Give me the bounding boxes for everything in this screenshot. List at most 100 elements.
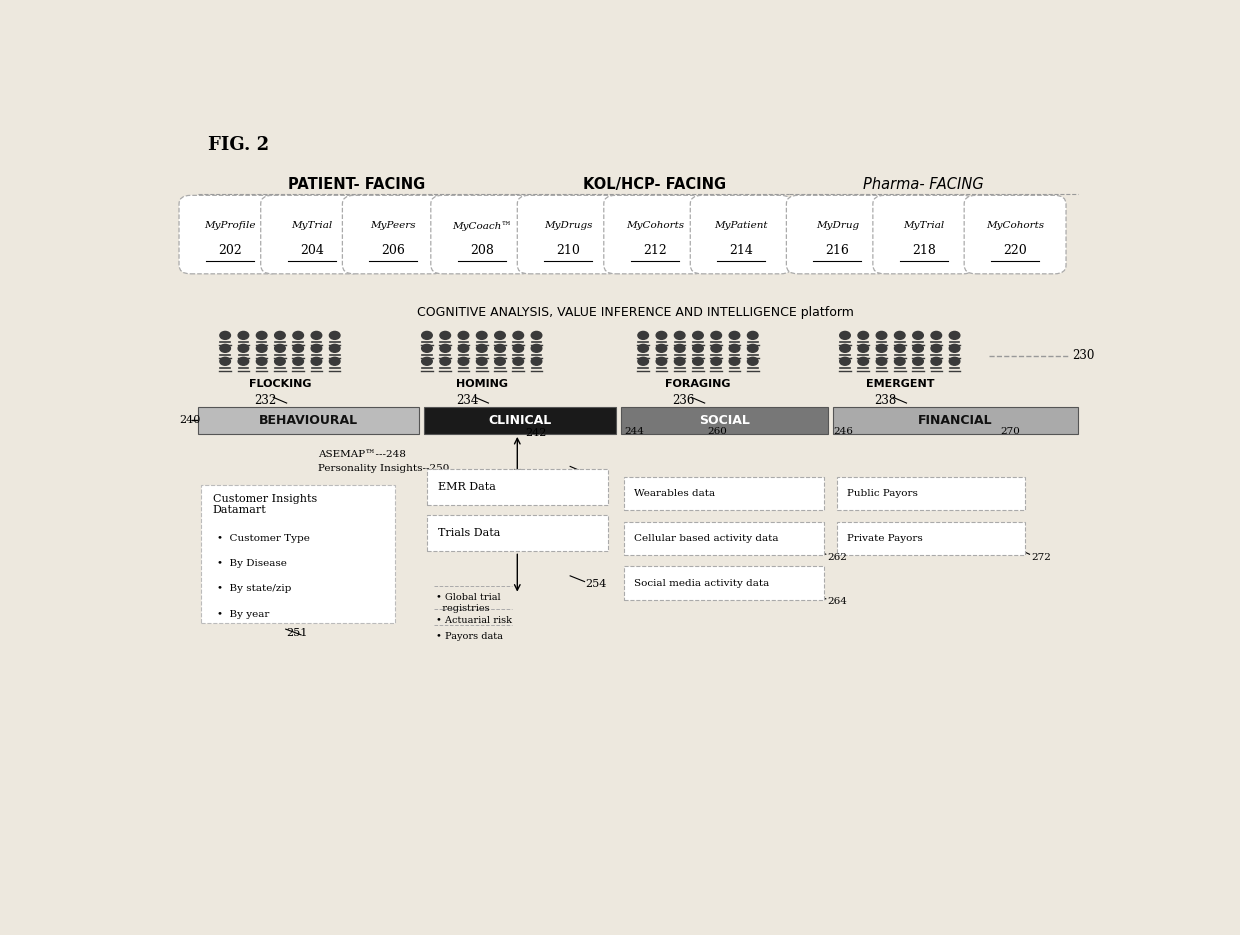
Circle shape: [711, 357, 722, 366]
Circle shape: [748, 331, 758, 339]
Text: 216: 216: [826, 244, 849, 257]
Circle shape: [330, 344, 340, 352]
Circle shape: [675, 357, 684, 366]
Bar: [621, 407, 828, 434]
Circle shape: [495, 357, 505, 366]
Text: 252: 252: [585, 470, 606, 480]
Text: 214: 214: [729, 244, 753, 257]
Text: HOMING: HOMING: [456, 380, 507, 389]
Text: 220: 220: [1003, 244, 1027, 257]
Bar: [427, 468, 608, 505]
Circle shape: [711, 331, 722, 339]
Circle shape: [877, 357, 887, 366]
Text: 251: 251: [286, 628, 308, 639]
Circle shape: [877, 331, 887, 339]
Text: 210: 210: [557, 244, 580, 257]
Text: Trials Data: Trials Data: [439, 528, 501, 539]
Circle shape: [894, 344, 905, 352]
Text: EMR Data: EMR Data: [439, 482, 496, 492]
Circle shape: [729, 344, 740, 352]
Bar: [832, 407, 1078, 434]
Bar: [201, 485, 396, 624]
Text: •  By year: • By year: [217, 610, 270, 619]
Text: 208: 208: [470, 244, 494, 257]
Circle shape: [330, 331, 340, 339]
Text: 254: 254: [585, 580, 606, 589]
Circle shape: [440, 344, 450, 352]
Text: 262: 262: [828, 553, 848, 562]
Circle shape: [913, 357, 924, 366]
Circle shape: [531, 357, 542, 366]
Bar: [624, 567, 823, 599]
Text: MyCohorts: MyCohorts: [626, 222, 683, 230]
Text: Personality Insights--250: Personality Insights--250: [319, 464, 450, 473]
Circle shape: [422, 331, 433, 339]
FancyBboxPatch shape: [260, 195, 362, 274]
Text: Social media activity data: Social media activity data: [634, 579, 769, 587]
Bar: [424, 407, 616, 434]
Text: BEHAVIOURAL: BEHAVIOURAL: [259, 414, 358, 427]
Circle shape: [675, 344, 684, 352]
Text: 246: 246: [833, 427, 853, 437]
Circle shape: [637, 357, 649, 366]
Circle shape: [293, 344, 304, 352]
Circle shape: [311, 357, 321, 366]
Text: MyCoach™: MyCoach™: [451, 222, 512, 231]
Text: 272: 272: [1032, 553, 1052, 562]
Circle shape: [637, 331, 649, 339]
Circle shape: [931, 344, 941, 352]
Text: 238: 238: [874, 394, 897, 407]
Circle shape: [219, 331, 231, 339]
Circle shape: [693, 357, 703, 366]
Circle shape: [729, 357, 740, 366]
Circle shape: [219, 357, 231, 366]
Text: CLINICAL: CLINICAL: [489, 414, 552, 427]
Text: COGNITIVE ANALYSIS, VALUE INFERENCE AND INTELLIGENCE platform: COGNITIVE ANALYSIS, VALUE INFERENCE AND …: [417, 306, 854, 319]
Circle shape: [531, 344, 542, 352]
Circle shape: [950, 344, 960, 352]
Text: Private Payors: Private Payors: [847, 534, 923, 543]
Text: 202: 202: [218, 244, 242, 257]
FancyBboxPatch shape: [965, 195, 1066, 274]
Circle shape: [293, 331, 304, 339]
Circle shape: [238, 331, 249, 339]
Text: •  By Disease: • By Disease: [217, 559, 288, 568]
Circle shape: [858, 331, 868, 339]
Text: Wearables data: Wearables data: [634, 489, 714, 498]
Circle shape: [531, 331, 542, 339]
Text: MyPatient: MyPatient: [714, 222, 768, 230]
Circle shape: [894, 331, 905, 339]
Text: 218: 218: [911, 244, 936, 257]
Circle shape: [274, 344, 285, 352]
Circle shape: [476, 357, 487, 366]
FancyBboxPatch shape: [430, 195, 533, 274]
Circle shape: [637, 344, 649, 352]
Text: • Actuarial risk: • Actuarial risk: [435, 616, 512, 626]
Text: MyTrial: MyTrial: [291, 222, 332, 230]
Text: KOL/HCP- FACING: KOL/HCP- FACING: [583, 177, 727, 192]
Circle shape: [913, 344, 924, 352]
Text: PATIENT- FACING: PATIENT- FACING: [288, 177, 425, 192]
Text: •  Customer Type: • Customer Type: [217, 534, 310, 543]
FancyBboxPatch shape: [342, 195, 444, 274]
Circle shape: [711, 344, 722, 352]
Text: MyCohorts: MyCohorts: [986, 222, 1044, 230]
Circle shape: [656, 357, 667, 366]
Text: FLOCKING: FLOCKING: [249, 380, 311, 389]
Circle shape: [476, 344, 487, 352]
Text: MyTrial: MyTrial: [903, 222, 945, 230]
Text: 242: 242: [525, 428, 547, 439]
Text: 244: 244: [624, 427, 644, 437]
Text: Pharma- FACING: Pharma- FACING: [863, 177, 985, 192]
Circle shape: [913, 331, 924, 339]
Text: Cellular based activity data: Cellular based activity data: [634, 534, 777, 543]
Bar: [198, 407, 419, 434]
Circle shape: [839, 357, 851, 366]
Text: Public Payors: Public Payors: [847, 489, 918, 498]
Circle shape: [440, 357, 450, 366]
Text: MyDrugs: MyDrugs: [544, 222, 593, 230]
Circle shape: [748, 344, 758, 352]
Bar: [427, 515, 608, 552]
Bar: [837, 522, 1024, 555]
Text: ASEMAP™---248: ASEMAP™---248: [319, 451, 407, 459]
